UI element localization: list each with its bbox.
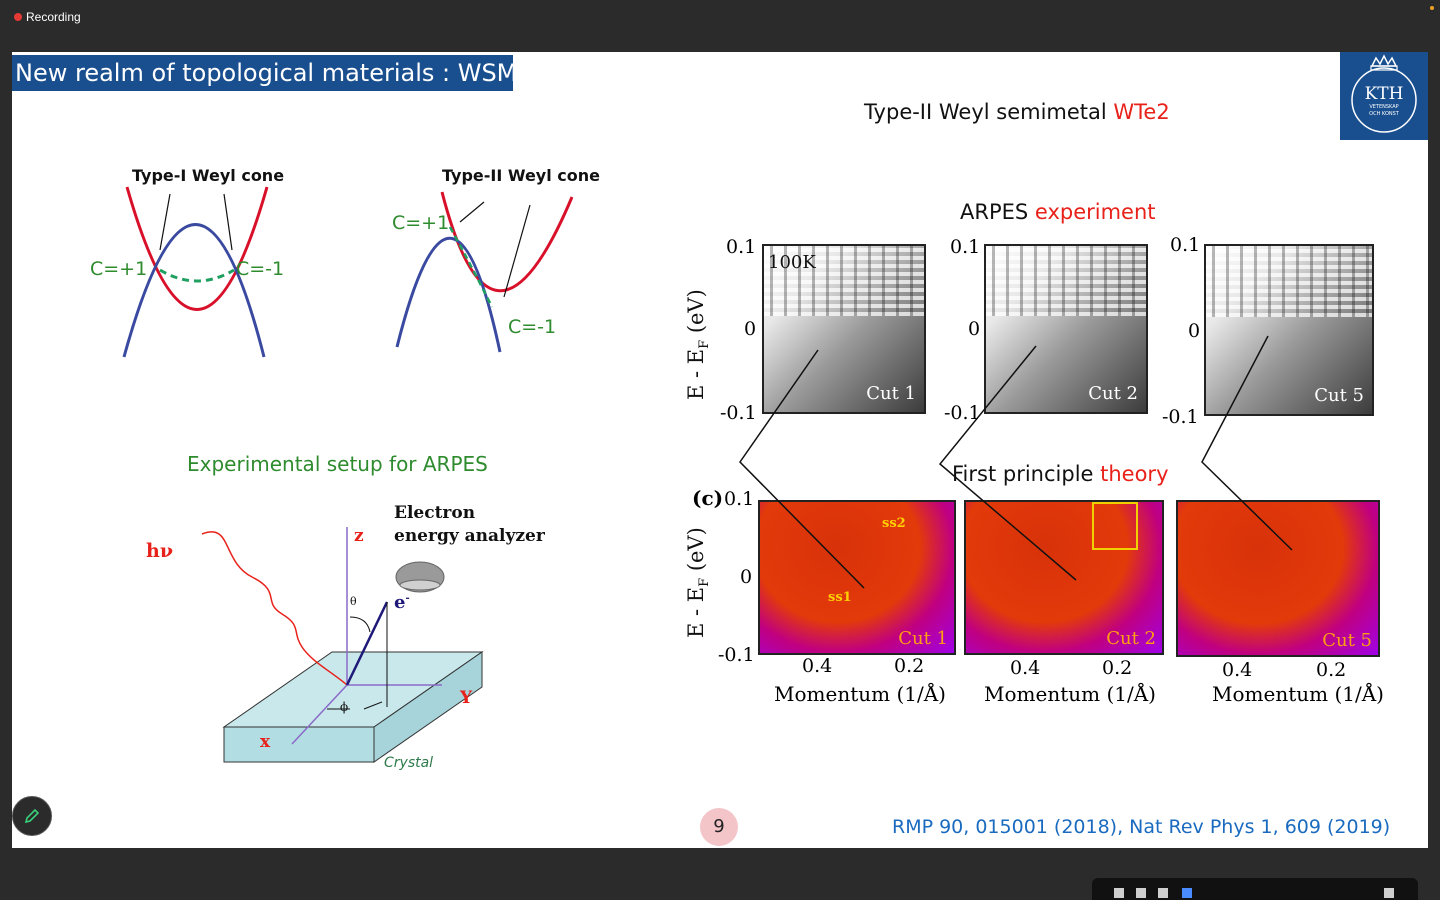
view-strip-icon[interactable] [1158,888,1168,898]
kth-crest-icon [1351,54,1417,133]
exp1-tick-mid: 0 [744,318,757,340]
theory-panel-label: (c) [692,486,724,510]
pencil-icon [24,808,40,824]
arpes-exp-panel-2: Cut 2 [984,244,1148,414]
arpes-electron-label: e- [394,592,410,613]
recording-label: Recording [26,10,81,24]
recording-dot-icon [14,13,22,21]
theory3-xlabel: Momentum (1/Å) [1212,682,1384,706]
view-fullscreen-icon[interactable] [1384,888,1394,898]
theory-title: First principle theory [952,462,1169,486]
exp3-tick-bottom: -0.1 [1162,406,1199,428]
view-speaker-icon[interactable] [1136,888,1146,898]
arpes-cut-1: Cut 1 [866,383,916,404]
kth-logo-text: KTH [1364,84,1404,104]
theory-ss2-label: ss2 [882,516,906,531]
theory2-xlabel: Momentum (1/Å) [984,682,1156,706]
slide-title: New realm of topological materials : WSM… [12,55,530,91]
arpes-hv-label: hν [146,540,173,562]
main-heading-prefix: Type-II Weyl semimetal [864,100,1114,124]
analyzer-label-line1: Electron [394,503,476,523]
meeting-top-bar: Recording [0,0,1440,52]
arpes-x-label: x [260,732,271,752]
type1-weyl-cone-diagram [122,186,269,358]
arpes-phi-label: ϕ [340,700,349,714]
arpes-z-label: z [354,526,364,546]
theory-panel-3: Cut 5 [1176,500,1380,657]
cut-connector-arrows [739,335,1293,589]
theory-cut-5: Cut 5 [1322,630,1372,651]
type2-c-plus: C=+1 [392,212,450,234]
arpes-exp-panel-3: Cut 5 [1204,244,1374,416]
arpes-noise [764,246,924,316]
page-number: 9 [700,808,738,846]
theory-panel-1: ss2 ss1 Cut 1 [758,500,956,655]
arpes-y-label: Y [460,688,473,708]
arpes-cut-2: Cut 2 [1088,383,1138,404]
recording-indicator: Recording [14,10,81,24]
arpes-theta-label: θ [350,595,357,608]
theory1-xtick-1: 0.4 [802,655,833,677]
crystal-label: Crystal [384,755,434,771]
main-heading-material: WTe2 [1113,100,1170,124]
arpes-noise [986,246,1146,316]
main-heading: Type-II Weyl semimetal WTe2 [864,100,1170,124]
theory2-xtick-2: 0.2 [1102,657,1133,679]
theory1-xlabel: Momentum (1/Å) [774,682,946,706]
theory-cut-1: Cut 1 [898,628,948,649]
exp2-tick-top: 0.1 [950,236,981,258]
kth-logo: KTH VETENSKAP OCH KONST [1340,52,1428,140]
theory2-xtick-1: 0.4 [1010,657,1041,679]
type1-c-plus: C=+1 [90,258,148,280]
arpes-noise [1206,246,1372,317]
theory-cut-2: Cut 2 [1106,628,1156,649]
arpes-exp-panel-1: 100K Cut 1 [762,244,926,414]
arpes-temperature: 100K [768,252,816,273]
theory-ss1-label: ss1 [828,590,852,605]
type2-c-minus: C=-1 [508,316,557,338]
type1-c-minus: C=-1 [236,258,285,280]
exp2-tick-bottom: -0.1 [944,402,981,424]
exp3-tick-mid: 0 [1188,320,1201,342]
view-options-tray [1092,878,1418,900]
theory-panel-2: Cut 2 [964,500,1164,655]
theory-tick-top: 0.1 [724,488,755,510]
theory-tick-bottom: -0.1 [718,644,755,666]
kth-logo-sub2: OCH KONST [1369,111,1399,117]
analyzer-label-line2: energy analyzer [394,526,545,546]
view-grid-icon[interactable] [1182,888,1192,898]
theory-tick-mid: 0 [740,566,753,588]
theory3-xtick-1: 0.4 [1222,659,1253,681]
annotate-button[interactable] [12,796,52,836]
type2-title: Type-II Weyl cone [442,166,600,185]
arpes-setup-diagram [201,527,484,763]
type2-weyl-cone-diagram [395,191,574,353]
view-minimize-icon[interactable] [1114,888,1124,898]
theory-highlight-box [1092,502,1138,550]
exp3-tick-top: 0.1 [1170,234,1201,256]
kth-logo-sub1: VETENSKAP [1369,104,1399,110]
theory1-xtick-2: 0.2 [894,655,925,677]
exp2-tick-mid: 0 [968,318,981,340]
type1-title: Type-I Weyl cone [132,166,285,185]
arpes-setup-title: Experimental setup for ARPES [187,452,488,476]
status-dot-icon [1430,6,1434,10]
exp1-tick-top: 0.1 [726,236,757,258]
theory3-xtick-2: 0.2 [1316,659,1347,681]
arpes-exp-title: ARPES experiment [960,200,1156,224]
shared-slide: New realm of topological materials : WSM… [12,52,1428,848]
exp1-tick-bottom: -0.1 [720,402,757,424]
arpes-cut-5: Cut 5 [1314,385,1364,406]
reference-citation: RMP 90, 015001 (2018), Nat Rev Phys 1, 6… [892,816,1391,838]
